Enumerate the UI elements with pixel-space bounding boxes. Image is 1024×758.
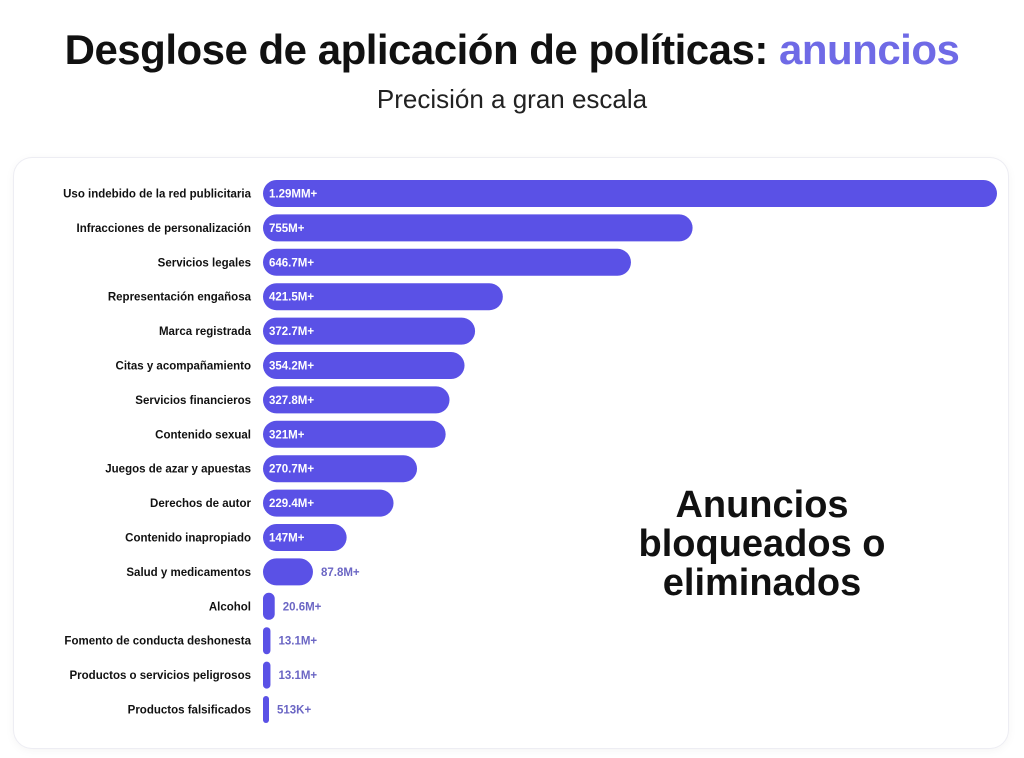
value-label: 87.8M+ (321, 567, 360, 579)
value-label: 755M+ (269, 223, 305, 235)
category-label: Contenido sexual (155, 429, 251, 441)
bar-chart: Uso indebido de la red publicitaria 1.29M… (14, 158, 1008, 748)
category-label: Servicios financieros (135, 395, 251, 407)
bar (263, 696, 269, 723)
category-label: Productos falsificados (128, 705, 251, 717)
value-label: 372.7M+ (269, 326, 314, 338)
category-label: Servicios legales (158, 257, 251, 269)
chart-card: Uso indebido de la red publicitaria 1.29M… (14, 158, 1008, 748)
side-annotation: Anuncios bloqueados o eliminados (600, 486, 924, 602)
category-label: Uso indebido de la red publicitaria (63, 189, 251, 201)
bar (263, 249, 631, 276)
value-label: 646.7M+ (269, 257, 314, 269)
title-main: Desglose de aplicación de políticas: (65, 26, 768, 73)
bar (263, 558, 313, 585)
category-label: Contenido inapropiado (125, 533, 251, 545)
bar (263, 214, 693, 241)
category-label: Marca registrada (159, 326, 252, 338)
annotation-line-3: eliminados (600, 564, 924, 603)
annotation-line-1: Anuncios (600, 486, 924, 525)
bar (263, 662, 270, 689)
value-label: 327.8M+ (269, 395, 314, 407)
value-label: 13.1M+ (278, 636, 317, 648)
category-label: Fomento de conducta deshonesta (64, 636, 251, 648)
value-label: 147M+ (269, 533, 305, 545)
category-label: Representación engañosa (108, 292, 252, 304)
value-label: 513K+ (277, 705, 311, 717)
category-label: Salud y medicamentos (126, 567, 251, 579)
value-label: 354.2M+ (269, 361, 314, 373)
category-label: Derechos de autor (150, 498, 251, 510)
bar (263, 593, 275, 620)
bar (263, 627, 270, 654)
value-label: 13.1M+ (278, 670, 317, 682)
page-title: Desglose de aplicación de políticas: anu… (0, 26, 1024, 74)
page-subtitle: Precisión a gran escala (0, 84, 1024, 115)
value-label: 229.4M+ (269, 498, 314, 510)
value-label: 421.5M+ (269, 292, 314, 304)
annotation-line-2: bloqueados o (600, 525, 924, 564)
category-label: Productos o servicios peligrosos (70, 670, 252, 682)
bar (263, 180, 997, 207)
category-label: Alcohol (209, 601, 251, 613)
value-label: 321M+ (269, 429, 305, 441)
category-label: Citas y acompañamiento (116, 361, 251, 373)
title-accent: anuncios (779, 26, 959, 73)
value-label: 270.7M+ (269, 464, 314, 476)
category-label: Infracciones de personalización (77, 223, 251, 235)
category-label: Juegos de azar y apuestas (105, 464, 251, 476)
value-label: 1.29MM+ (269, 189, 318, 201)
value-label: 20.6M+ (283, 601, 322, 613)
